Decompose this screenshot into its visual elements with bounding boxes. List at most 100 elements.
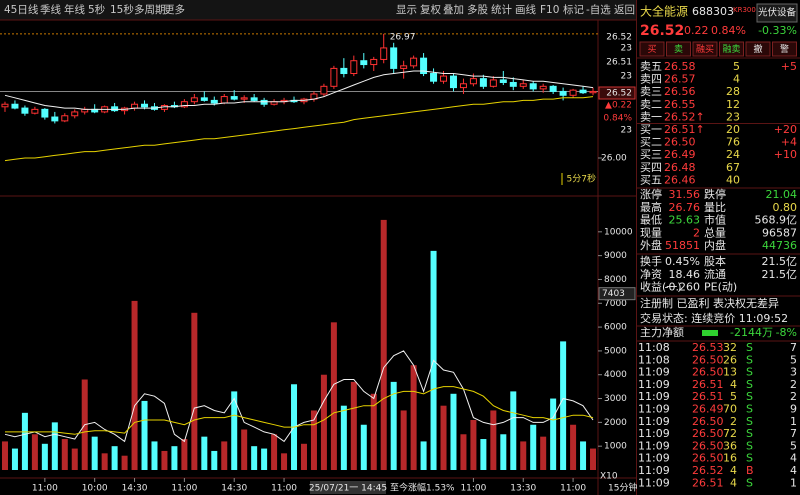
order-button-label[interactable]: 买 [647, 44, 656, 55]
candle-body [340, 67, 348, 75]
candle-body [509, 81, 517, 87]
toolbar-item[interactable]: -自选 [586, 3, 611, 16]
volume-bar [330, 322, 337, 470]
candle-body [529, 83, 537, 90]
volume-bar [580, 441, 587, 470]
order-button-label[interactable]: 撤 [753, 43, 762, 55]
volume-bar [131, 300, 138, 470]
order-button[interactable] [719, 41, 744, 57]
volume-bar [560, 341, 567, 470]
volume-bar [261, 448, 268, 470]
order-button[interactable] [772, 41, 797, 57]
range-note: 至今涨幅1.53% [390, 482, 455, 494]
toolbar-item[interactable]: 显示 [396, 4, 417, 16]
zoom[interactable]: X10 [600, 472, 618, 482]
toolbar-item[interactable]: 多股 [467, 3, 488, 16]
order-button[interactable] [745, 41, 771, 57]
sector-box[interactable] [756, 3, 798, 23]
y-tick-label: 6000 [604, 323, 627, 333]
tick-count: 7 [790, 427, 797, 440]
sector[interactable]: 光伏设备 [758, 7, 797, 19]
tick-time: 11:09 [638, 452, 670, 465]
stat-label: PE(动) [704, 281, 737, 294]
book-label: 卖五 [640, 60, 662, 73]
candle-body [61, 115, 69, 122]
candle-body [519, 83, 527, 87]
stat-label: 现量 [640, 226, 662, 239]
tick-time: 11:08 [638, 353, 670, 366]
toolbar-item[interactable]: 复权 [420, 3, 441, 16]
order-button-label[interactable]: 融卖 [722, 44, 740, 55]
candle-body [350, 60, 358, 75]
candle-body [220, 96, 228, 104]
toolbar-item[interactable]: 标记 [563, 4, 584, 16]
sector-change: -0.33% [758, 24, 797, 37]
stat-value: 0.80 [773, 201, 798, 214]
axis-mark: 26.52 [606, 33, 632, 43]
order-button[interactable] [639, 41, 665, 57]
tick-count: 1 [790, 415, 797, 428]
tick-side: S [746, 366, 753, 379]
tick-time: 11:09 [638, 476, 670, 489]
book-label: 买四 [640, 161, 662, 174]
candle-body [41, 108, 49, 118]
volume-bar [211, 450, 218, 470]
toolbar-item[interactable]: 画线 [515, 3, 536, 16]
stat-label: 换手 [640, 254, 662, 268]
x-tick-label: 11:00 [460, 484, 486, 494]
order-button-label[interactable]: 卖 [674, 44, 683, 55]
tick-count: 1 [790, 476, 797, 489]
book-price: 26.51↑ [664, 123, 705, 136]
candle-body [430, 73, 438, 82]
volume-bar [410, 365, 417, 470]
candle-body [499, 79, 507, 83]
order-button[interactable] [692, 41, 718, 57]
toolbar-item[interactable]: 返回 [614, 4, 635, 16]
axis-mark: ▲0.22 [605, 101, 632, 111]
tick-price: 26.50 [692, 353, 724, 366]
toolbar-item[interactable]: 5秒 [88, 3, 106, 16]
book-price: 26.49 [664, 148, 696, 161]
stat-value: 568.9亿 [755, 214, 798, 227]
stat-value: 21.04 [766, 188, 798, 201]
x-tick-label: 11:00 [560, 484, 586, 494]
tick-time: 11:08 [638, 341, 670, 354]
tick-time: 11:09 [638, 439, 670, 452]
volume-bar [1, 441, 8, 470]
toolbar-item[interactable]: 统计 [491, 3, 512, 16]
stat-label: 最高 [640, 200, 662, 214]
stat-label: 净资 [640, 267, 662, 281]
book-price: 26.57 [664, 73, 696, 86]
tick-time: 11:09 [638, 390, 670, 403]
crosshair-box [598, 287, 636, 301]
tick-count: 4 [790, 464, 797, 477]
toolbar-item[interactable]: F10 [540, 4, 559, 16]
volume-bar [11, 448, 18, 470]
tick-side: S [746, 353, 753, 366]
stat-label: 收益(一) [640, 280, 682, 294]
order-button[interactable] [666, 41, 691, 57]
tick-side: S [746, 378, 753, 391]
toolbar-item[interactable]: 多周期 [134, 3, 166, 16]
candle-body [400, 65, 408, 69]
toolbar-item[interactable]: 叠加 [443, 4, 464, 16]
toolbar-item[interactable]: 更多 [164, 3, 185, 16]
candle-body [11, 103, 19, 109]
toolbar-item[interactable]: 年线 [64, 3, 85, 16]
flow-pct: -8% [776, 326, 797, 339]
toolbar-item[interactable]: 45日线 [4, 3, 39, 16]
book-volume: 67 [726, 161, 740, 174]
stock-name: 大全能源 [640, 4, 688, 19]
timer: 5分7秒 [567, 173, 596, 185]
period[interactable]: 15分钟 [608, 482, 637, 494]
order-button-label[interactable]: 警 [780, 43, 789, 55]
candle-body [180, 101, 188, 108]
volume-bar [310, 410, 317, 470]
order-button-label[interactable]: 融买 [696, 44, 714, 55]
volume-bar [271, 434, 278, 470]
axis-mark: 0.84% [603, 114, 632, 124]
toolbar-item[interactable]: 季线 [40, 3, 61, 16]
candle-body [479, 78, 487, 87]
tick-volume: 4 [730, 476, 737, 489]
toolbar-item[interactable]: 15秒 [110, 3, 134, 16]
